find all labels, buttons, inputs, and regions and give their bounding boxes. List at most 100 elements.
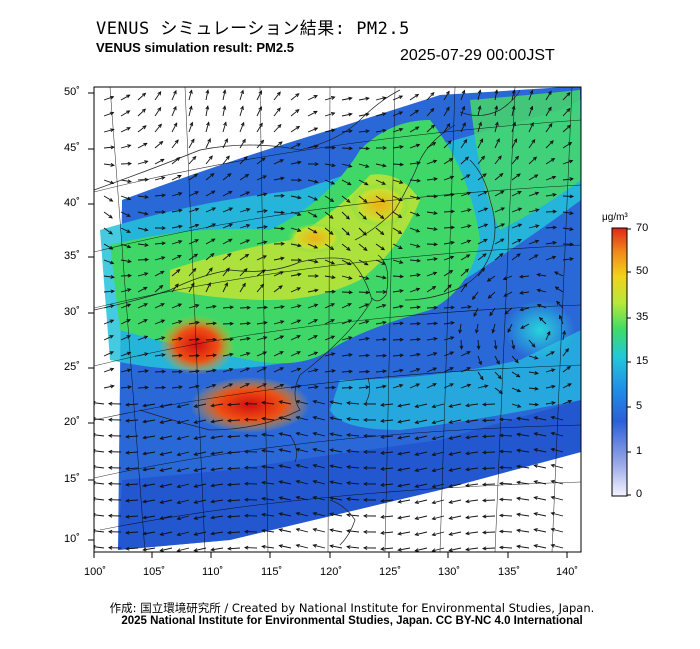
wind-arrow xyxy=(398,435,411,439)
wind-arrow xyxy=(381,467,394,470)
wind-arrow-head xyxy=(498,545,504,550)
wind-arrow-head xyxy=(177,255,182,259)
wind-arrow-head xyxy=(481,418,487,423)
wind-arrow-head xyxy=(224,282,228,287)
wind-arrow-head xyxy=(345,215,350,220)
wind-arrow-head xyxy=(569,211,574,216)
wind-arrow-head xyxy=(431,404,436,409)
wind-arrow xyxy=(443,210,455,213)
wind-arrow-head xyxy=(258,90,262,95)
wind-arrow xyxy=(290,109,300,117)
wind-arrow-head xyxy=(516,480,521,485)
wind-arrow-head xyxy=(346,465,351,469)
wind-arrow-head xyxy=(562,330,566,335)
wind-arrow-head xyxy=(226,450,232,455)
wind-arrow xyxy=(307,179,318,183)
wind-arrow xyxy=(358,320,369,325)
wind-arrow xyxy=(494,223,505,229)
wind-arrow xyxy=(409,227,420,233)
wind-arrow-head xyxy=(178,369,184,374)
wind-arrow-head xyxy=(329,544,334,549)
wind-arrow-head xyxy=(481,155,486,160)
wind-arrow xyxy=(120,275,132,277)
wind-arrow xyxy=(177,499,190,504)
wind-arrow xyxy=(256,210,267,213)
wind-arrow-head xyxy=(445,90,450,95)
wind-arrow-head xyxy=(380,198,386,203)
wind-arrow xyxy=(443,256,454,261)
wind-arrow-head xyxy=(534,371,539,375)
wind-arrow xyxy=(562,124,571,133)
wind-arrow xyxy=(307,227,317,234)
wind-arrow-head xyxy=(228,238,233,243)
wind-arrow xyxy=(381,435,394,438)
wind-arrow-head xyxy=(465,451,470,456)
wind-arrow-head xyxy=(414,500,419,505)
wind-arrow-head xyxy=(567,383,572,387)
wind-arrow-head xyxy=(498,497,504,502)
wind-arrow-head xyxy=(448,420,453,424)
wind-arrow xyxy=(545,402,555,405)
wind-arrow-head xyxy=(494,89,499,94)
wind-arrow xyxy=(290,351,301,357)
wind-arrow xyxy=(443,140,452,149)
wind-arrow-head xyxy=(566,124,572,129)
wind-arrow-head xyxy=(450,336,455,340)
wind-arrow xyxy=(460,351,471,357)
wind-arrow xyxy=(324,112,335,117)
wind-arrow-head xyxy=(533,416,538,420)
wind-arrow-head xyxy=(399,321,405,326)
wind-arrow xyxy=(375,227,384,235)
wind-arrow-head xyxy=(533,480,538,484)
wind-arrow-head xyxy=(159,532,164,536)
wind-arrow-head xyxy=(212,353,218,358)
wind-arrow xyxy=(477,268,485,277)
wind-arrow-head xyxy=(243,156,248,161)
wind-arrow-head xyxy=(280,305,285,309)
wind-arrow xyxy=(551,480,564,485)
wind-arrow-head xyxy=(228,367,234,372)
wind-arrow xyxy=(555,286,564,293)
wind-arrow-head xyxy=(126,110,131,115)
wind-arrow-head xyxy=(397,419,402,424)
wind-arrow-head xyxy=(433,257,438,261)
wind-arrow-head xyxy=(487,294,492,299)
wind-arrow xyxy=(562,348,569,357)
wind-arrow xyxy=(409,338,421,341)
wind-arrow-head xyxy=(110,384,115,389)
wind-arrow xyxy=(477,207,488,213)
wind-arrow-head xyxy=(362,481,368,486)
wind-arrow-head xyxy=(211,383,217,388)
wind-arrow xyxy=(482,403,496,406)
wind-arrow xyxy=(375,112,386,117)
wind-arrow xyxy=(103,227,113,235)
wind-arrow-head xyxy=(550,463,555,468)
wind-arrow xyxy=(205,238,215,245)
wind-arrow xyxy=(375,321,386,325)
wind-arrow-head xyxy=(461,105,466,111)
wind-arrow-head xyxy=(365,146,371,151)
wind-arrow-head xyxy=(431,436,436,441)
wind-arrow xyxy=(415,467,428,472)
wind-arrow xyxy=(443,270,453,277)
wind-arrow xyxy=(137,142,148,149)
wind-arrow xyxy=(528,254,538,261)
wind-arrow xyxy=(409,259,421,262)
wind-arrow xyxy=(171,175,182,181)
wind-arrow-head xyxy=(210,403,215,408)
wind-arrow xyxy=(273,306,284,309)
wind-arrow xyxy=(358,291,370,294)
wind-arrow xyxy=(426,337,437,341)
wind-arrow-head xyxy=(346,401,351,405)
wind-arrow-head xyxy=(314,259,319,264)
wind-arrow xyxy=(256,193,267,197)
wind-arrow-head xyxy=(345,231,350,236)
wind-arrow xyxy=(537,273,547,277)
wind-arrow xyxy=(534,480,547,485)
wind-arrow-head xyxy=(261,416,266,421)
wind-arrow xyxy=(103,304,114,309)
wind-arrow-head xyxy=(382,353,388,358)
wind-arrow-head xyxy=(278,512,283,517)
wind-arrow xyxy=(347,514,360,517)
wind-arrow xyxy=(137,243,148,246)
